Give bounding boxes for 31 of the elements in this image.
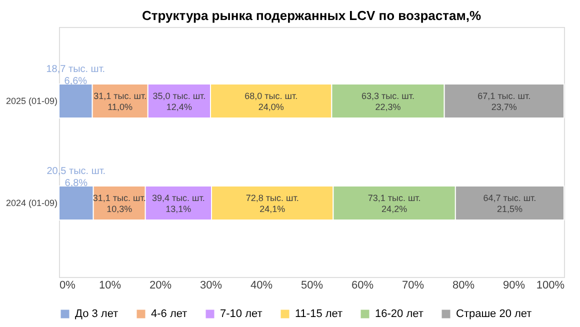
x-tick-label: 40%: [250, 280, 273, 292]
data-label: 35,0 тыс. шт. 12,4%: [152, 90, 206, 112]
data-label: 64,7 тыс. шт. 21,5%: [483, 193, 536, 214]
y-tick-label: 2025 (01-09): [6, 96, 58, 106]
data-label: 63,3 тыс. шт. 22,3%: [362, 90, 414, 112]
legend-label: До 3 лет: [75, 308, 118, 320]
x-tick-label: 30%: [200, 280, 222, 292]
data-label: 39,4 тыс. шт. 13,1%: [152, 193, 205, 214]
legend-label: Страше 20 лет: [456, 308, 532, 320]
x-tick-label: 70%: [402, 280, 424, 292]
legend-label: 16-20 лет: [375, 308, 424, 320]
data-label: 68,0 тыс. шт. 24,0%: [244, 90, 298, 112]
data-label: 72,8 тыс. шт. 24,1%: [246, 193, 299, 214]
data-label: 31,1 тыс. шт. 11,0%: [94, 90, 147, 112]
x-tick-label: 50%: [300, 280, 324, 292]
legend-label: 11-15 лет: [295, 308, 343, 320]
x-tick-label: 90%: [502, 280, 526, 292]
x-tick-label: 20%: [149, 280, 172, 292]
y-tick-label: 2024 (01-09): [6, 198, 58, 208]
legend-label: 4-6 лет: [151, 308, 188, 320]
x-tick-label: 0%: [60, 280, 76, 292]
chart-title: Структура рынка подержанных LCV по возрастам,%: [142, 8, 482, 23]
x-tick-label: 80%: [452, 280, 475, 292]
x-tick-label: 100%: [536, 280, 565, 292]
x-tick-label: 60%: [351, 280, 374, 292]
legend-label: 7-10 лет: [220, 308, 262, 320]
data-label: 73,1 тыс. шт. 24,2%: [368, 193, 421, 214]
data-label: 20,5 тыс. шт. 6,8%: [46, 166, 106, 190]
data-label: 67,1 тыс. шт. 23,7%: [478, 90, 531, 112]
x-tick-label: 10%: [98, 280, 122, 292]
data-label: 18,7 тыс. шт. 6,6%: [46, 64, 106, 87]
